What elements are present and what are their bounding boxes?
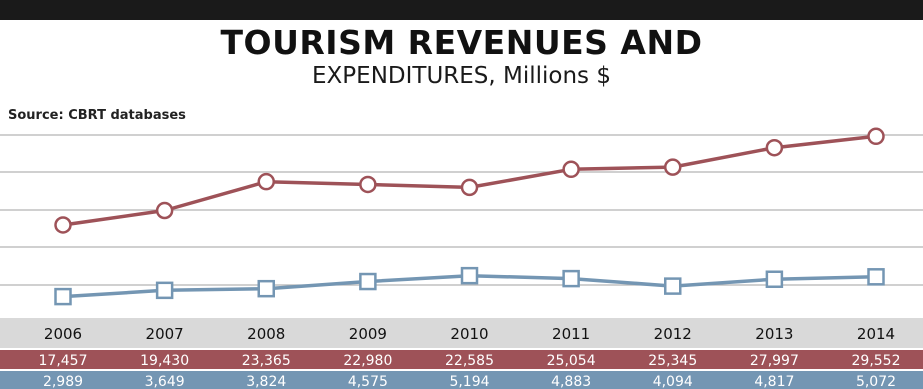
expenditure-value-label: 3,649 xyxy=(145,374,185,389)
expenditure-band xyxy=(0,371,923,389)
revenue-value-label: 22,980 xyxy=(343,353,392,369)
revenue-point xyxy=(765,138,784,157)
expenditure-point xyxy=(765,270,784,288)
expenditure-point xyxy=(359,272,377,291)
revenue-point xyxy=(867,127,885,146)
revenue-value-label: 27,997 xyxy=(750,353,799,369)
revenue-point xyxy=(460,178,479,197)
revenue-point xyxy=(562,160,580,179)
gridlines xyxy=(0,134,923,286)
year-band xyxy=(0,318,923,348)
revenue-value-label: 25,054 xyxy=(547,353,596,369)
revenue-point xyxy=(359,175,377,194)
revenue-value-label: 17,457 xyxy=(39,353,88,369)
series-layer xyxy=(54,127,885,306)
year-label: 2013 xyxy=(755,325,793,343)
chart-subtitle: EXPENDITURES, Millions $ xyxy=(312,63,611,89)
expenditure-point xyxy=(257,279,275,298)
revenue-value-label: 29,552 xyxy=(852,353,901,369)
data-table: 2006 17,457 2,989 2007 19,430 3,649 2008 23,365… xyxy=(0,318,923,389)
year-label: 2008 xyxy=(247,325,285,343)
year-label: 2009 xyxy=(349,325,387,343)
year-label: 2010 xyxy=(450,325,488,343)
chart-title: TOURISM REVENUES AND xyxy=(220,23,703,62)
expenditure-value-label: 2,989 xyxy=(43,374,83,389)
source-note: Source: CBRT databases xyxy=(8,108,186,123)
expenditure-value-label: 4,575 xyxy=(348,374,388,389)
expenditure-value-label: 4,883 xyxy=(551,374,591,389)
expenditure-point xyxy=(867,268,885,286)
expenditure-value-label: 5,072 xyxy=(856,374,896,389)
revenue-value-label: 22,585 xyxy=(445,353,494,369)
revenue-value-label: 23,365 xyxy=(242,353,291,369)
expenditure-point xyxy=(155,281,174,300)
revenue-point xyxy=(54,216,72,234)
expenditure-point xyxy=(54,287,72,306)
expenditure-point xyxy=(562,269,580,288)
expenditure-value-label: 4,094 xyxy=(653,374,693,389)
year-label: 2012 xyxy=(654,325,692,343)
expenditure-value-label: 3,824 xyxy=(246,374,286,389)
revenue-point xyxy=(257,172,275,191)
expenditure-value-label: 4,817 xyxy=(754,374,794,389)
expenditure-value-label: 5,194 xyxy=(449,374,489,389)
revenue-value-label: 19,430 xyxy=(140,353,189,369)
revenue-band xyxy=(0,350,923,369)
year-label: 2014 xyxy=(857,325,895,343)
revenue-point xyxy=(664,158,682,176)
year-label: 2006 xyxy=(44,325,82,343)
year-label: 2011 xyxy=(552,325,590,343)
expenditure-point xyxy=(664,277,682,295)
revenue-point xyxy=(155,201,174,220)
year-label: 2007 xyxy=(146,325,184,343)
expenditure-point xyxy=(460,266,479,285)
revenue-value-label: 25,345 xyxy=(648,353,697,369)
top-rule xyxy=(0,0,923,20)
